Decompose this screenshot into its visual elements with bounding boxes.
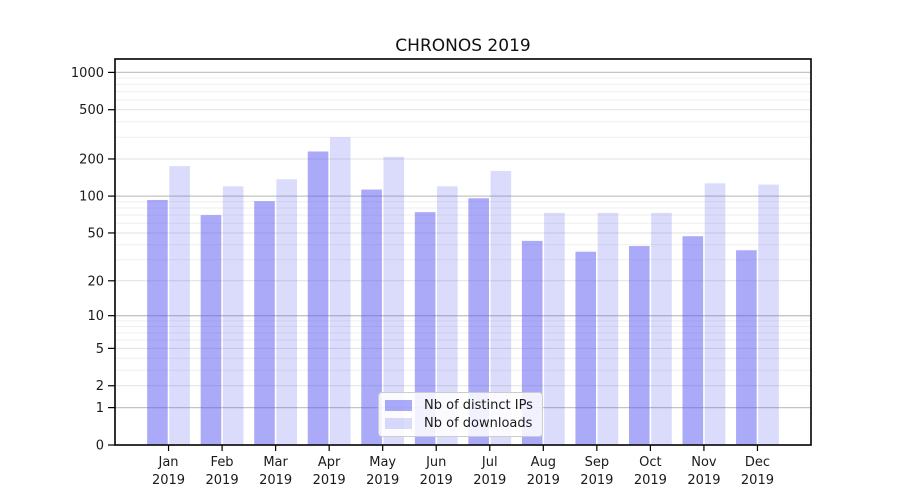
- bar-dec-nb-of-distinct-ips: [736, 250, 757, 445]
- bar-oct-nb-of-downloads: [651, 212, 672, 445]
- x-tick-label-month: Dec: [745, 455, 770, 470]
- bar-jan-nb-of-distinct-ips: [147, 199, 168, 445]
- y-tick-label: 200: [79, 152, 104, 167]
- legend-item-downloads: Nb of downloads: [385, 416, 536, 431]
- bar-jan-nb-of-downloads: [169, 166, 190, 445]
- bar-sep-nb-of-downloads: [597, 212, 619, 445]
- bar-nov-nb-of-distinct-ips: [682, 236, 704, 445]
- x-tick-label-month: May: [369, 455, 396, 470]
- x-tick-label-month: Jun: [425, 455, 446, 470]
- x-tick-label-month: Mar: [263, 455, 288, 470]
- y-tick-label: 20: [87, 274, 104, 289]
- x-tick-label-month: Aug: [531, 455, 556, 470]
- bar-jul-nb-of-downloads: [490, 170, 512, 445]
- legend-label-distinct-ips: Nb of distinct IPs: [424, 398, 533, 413]
- x-tick-label-month: Sep: [585, 455, 610, 470]
- x-tick-label-month: Apr: [318, 455, 341, 470]
- bar-apr-nb-of-downloads: [329, 137, 351, 445]
- bar-mar-nb-of-distinct-ips: [254, 201, 275, 445]
- bar-jul-nb-of-distinct-ips: [468, 198, 489, 445]
- y-tick-label: 2: [96, 379, 104, 394]
- bar-feb-nb-of-distinct-ips: [200, 215, 222, 445]
- x-tick-label-year: 2019: [420, 473, 453, 488]
- x-tick-label-year: 2019: [527, 473, 560, 488]
- plot-frame: [114, 58, 812, 446]
- x-tick-label-year: 2019: [687, 473, 720, 488]
- x-tick-label-month: Nov: [691, 455, 717, 470]
- legend-item-distinct-ips: Nb of distinct IPs: [385, 398, 536, 413]
- bar-oct-nb-of-distinct-ips: [628, 246, 650, 445]
- legend: Nb of distinct IPs Nb of downloads: [378, 392, 543, 437]
- y-tick-label: 10: [87, 309, 104, 324]
- legend-label-downloads: Nb of downloads: [424, 416, 533, 431]
- x-tick-label-year: 2019: [259, 473, 292, 488]
- y-tick-label: 1: [96, 401, 104, 416]
- x-tick-label-year: 2019: [741, 473, 774, 488]
- x-tick-label-year: 2019: [313, 473, 346, 488]
- bar-dec-nb-of-downloads: [758, 184, 779, 445]
- y-tick-label: 100: [79, 190, 104, 205]
- x-tick-label-year: 2019: [634, 473, 667, 488]
- x-tick-label-month: Jul: [481, 455, 498, 470]
- y-tick-label: 500: [79, 103, 104, 118]
- bar-jun-nb-of-distinct-ips: [414, 212, 436, 445]
- y-tick-label: 1000: [71, 66, 104, 81]
- x-tick-label-year: 2019: [473, 473, 506, 488]
- x-tick-label-month: Feb: [211, 455, 234, 470]
- bar-may-nb-of-distinct-ips: [361, 189, 382, 445]
- bar-jun-nb-of-downloads: [437, 186, 458, 445]
- x-tick-label-year: 2019: [580, 473, 613, 488]
- y-tick-label: 0: [96, 439, 104, 454]
- x-tick-label-year: 2019: [206, 473, 239, 488]
- legend-swatch-downloads: [385, 418, 412, 429]
- chart-title: CHRONOS 2019: [395, 36, 531, 56]
- bar-feb-nb-of-downloads: [222, 186, 244, 445]
- bar-apr-nb-of-distinct-ips: [307, 151, 329, 445]
- bar-mar-nb-of-downloads: [276, 179, 298, 445]
- x-tick-label-year: 2019: [152, 473, 185, 488]
- y-tick-label: 50: [87, 226, 104, 241]
- x-tick-label-month: Jan: [158, 455, 179, 470]
- bar-sep-nb-of-distinct-ips: [575, 251, 597, 445]
- bar-may-nb-of-downloads: [383, 156, 405, 445]
- legend-swatch-distinct-ips: [385, 400, 412, 411]
- x-tick-label-year: 2019: [366, 473, 399, 488]
- x-tick-label-month: Oct: [639, 455, 661, 470]
- bar-nov-nb-of-downloads: [704, 183, 726, 445]
- y-tick-label: 5: [96, 342, 104, 357]
- bar-aug-nb-of-downloads: [544, 212, 565, 445]
